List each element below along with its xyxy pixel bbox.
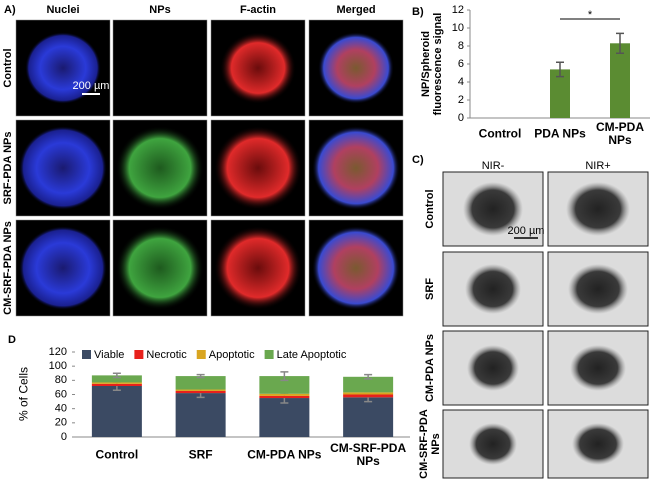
column-header: F-actin (239, 3, 277, 16)
panel-label: C) (412, 154, 424, 166)
error-bar (112, 372, 121, 379)
column-header: Merged (336, 3, 376, 16)
y-tick-label: 12 (452, 4, 464, 16)
column-header: Nuclei (46, 3, 80, 16)
spheroid (469, 423, 517, 465)
y-tick-label: 20 (55, 417, 67, 429)
bar-segment (259, 393, 310, 396)
x-tick-label: Control (478, 126, 522, 141)
error-bar (364, 373, 373, 380)
axis-title: NP/Spheroid fluorescence signal (419, 12, 444, 116)
bar-segment (175, 376, 226, 390)
panel-label: B) (412, 6, 424, 18)
spheroid (463, 182, 523, 236)
x-tick-label: CM-PDA NPs (596, 119, 644, 147)
bar (550, 69, 570, 118)
legend-label: Apoptotic (209, 349, 255, 361)
x-tick-label: Control (95, 447, 139, 462)
bar-segment (91, 383, 142, 386)
spheroid (572, 423, 624, 465)
spheroid (214, 126, 302, 210)
spheroid (19, 226, 107, 310)
spheroid (568, 264, 628, 314)
error-bar (196, 373, 205, 379)
bar (610, 43, 630, 118)
bar-segment (259, 395, 310, 399)
x-tick-label: SRF (188, 447, 213, 462)
bar-segment (91, 386, 142, 437)
legend-swatch (134, 350, 144, 359)
spheroid (570, 345, 626, 391)
y-tick-label: 120 (49, 346, 67, 358)
column-header: NIR+ (585, 159, 611, 172)
spheroid (467, 345, 519, 391)
column-header: NPs (149, 3, 171, 16)
bar-segment (343, 394, 394, 398)
legend-box (78, 346, 410, 362)
spheroid (19, 126, 107, 210)
row-label: Control (1, 48, 14, 88)
spheroid (214, 226, 302, 310)
micrograph (112, 19, 208, 117)
y-tick-label: 4 (458, 76, 464, 88)
row-label: CM-PDA NPs (423, 333, 436, 403)
legend-swatch (82, 350, 91, 359)
error-bar (616, 32, 624, 54)
legend-label: Viable (94, 349, 124, 361)
y-tick-label: 80 (55, 374, 67, 386)
bar-segment (259, 376, 310, 394)
row-label: Control (423, 189, 436, 229)
legend-label: Late Apoptotic (277, 349, 347, 361)
row-label: SRF-PDA NPs (1, 131, 14, 205)
x-tick-label: CM-SRF-PDA NPs (330, 440, 407, 468)
row-label: CM-SRF-PDA NPs (1, 221, 14, 315)
y-tick-label: 0 (458, 112, 464, 124)
row-label: CM-SRF-PDA NPs (417, 409, 442, 479)
y-tick-label: 6 (458, 58, 464, 70)
bar-segment (175, 393, 226, 437)
spheroid (312, 126, 400, 210)
legend-label: Necrotic (146, 349, 187, 361)
bar-segment (259, 398, 310, 437)
error-bar (280, 371, 289, 382)
axis-title: % of Cells (16, 366, 31, 422)
spheroid (566, 182, 630, 236)
spheroid (465, 264, 521, 314)
legend-swatch (264, 350, 274, 359)
panel-label: D (8, 334, 16, 346)
scale-bar-label: 200 µm (508, 225, 545, 237)
column-header: NIR- (481, 159, 505, 172)
y-tick-label: 2 (458, 94, 464, 106)
spheroid (116, 126, 204, 210)
y-tick-label: 100 (49, 360, 67, 372)
y-tick-label: 60 (55, 388, 67, 400)
y-tick-label: 0 (61, 431, 67, 443)
panel-label: A) (4, 4, 16, 16)
x-tick-label: CM-PDA NPs (247, 447, 322, 462)
annotation: * (588, 9, 593, 21)
bar-segment (343, 397, 394, 437)
bar-segment (343, 392, 394, 395)
row-label: SRF (423, 278, 436, 300)
bar-segment (343, 376, 394, 393)
x-tick-label: PDA NPs (534, 126, 586, 141)
legend-swatch (196, 350, 206, 359)
y-tick-label: 40 (55, 403, 67, 415)
bar-segment (175, 390, 226, 394)
y-tick-label: 8 (458, 40, 464, 52)
bar-segment (175, 389, 226, 391)
spheroid (220, 32, 296, 104)
scale-bar-label: 200 µm (73, 80, 110, 92)
bar-segment (91, 382, 142, 384)
spheroid (312, 226, 400, 310)
spheroid (116, 226, 204, 310)
y-tick-label: 10 (452, 22, 464, 34)
bar-segment (91, 375, 142, 383)
error-bar (556, 61, 564, 78)
spheroid (25, 32, 101, 104)
spheroid (318, 32, 394, 104)
